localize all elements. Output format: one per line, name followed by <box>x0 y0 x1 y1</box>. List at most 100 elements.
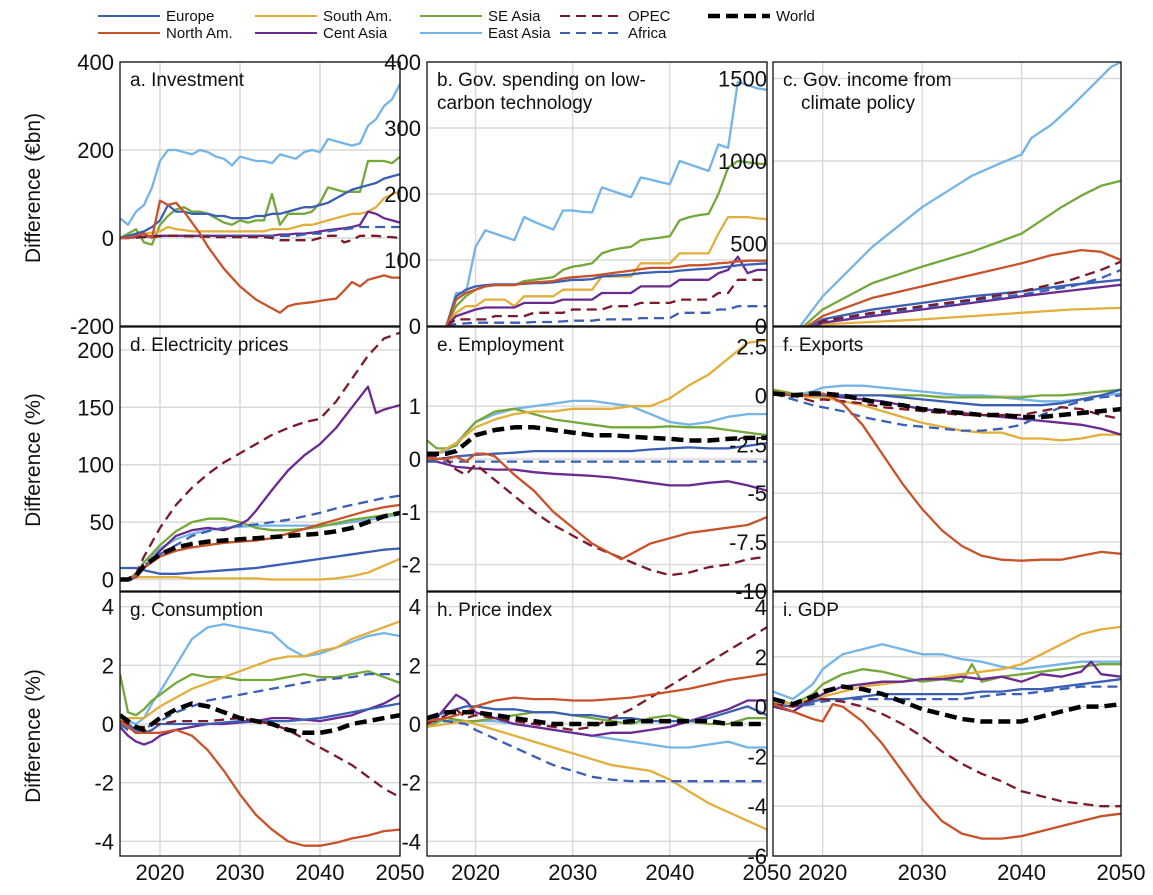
panel-g: -4 -2 0 2 4 2020 2030 2040 2050 g. Consumption <box>94 591 424 885</box>
y-tick-label: 4 <box>102 595 114 620</box>
series-line-north-am <box>120 503 400 581</box>
y-axis-labels: Difference (€bn) Difference (%) Differen… <box>22 113 45 803</box>
plot-frame <box>119 61 401 327</box>
series-line-north-am <box>445 259 767 326</box>
series-group <box>773 625 1121 840</box>
y-tick-label: 100 <box>77 453 114 478</box>
x-tick-label: 2040 <box>997 860 1046 885</box>
series-line-africa <box>446 305 767 326</box>
legend-item: North Am. <box>98 25 233 42</box>
series-group <box>773 384 1121 562</box>
series-line-cent-asia <box>427 457 767 492</box>
series-line-africa <box>427 719 767 783</box>
series-line-east-asia <box>798 62 1121 326</box>
series-line-opec <box>773 697 1121 808</box>
y-tick-label: 0 <box>755 695 767 720</box>
series-group <box>120 83 400 314</box>
series-line-africa <box>120 672 400 734</box>
panel-title: climate policy <box>801 93 916 114</box>
legend-item: OPEC <box>560 8 671 25</box>
x-tick-label: 2030 <box>216 860 265 885</box>
legend-item: East Asia <box>420 25 551 42</box>
y-tick-label: 400 <box>384 50 421 75</box>
ylabel-row2: Difference (%) <box>22 393 45 527</box>
series-line-se-asia <box>427 407 767 450</box>
series-line-world <box>427 710 767 727</box>
y-tick-labels: -10-7.5-5-2.502.5 <box>729 335 767 604</box>
panel-d: 0 50 100 150 200 d. Electricity prices <box>77 326 401 593</box>
series-line-cent-asia <box>427 693 767 737</box>
legend-label: North Am. <box>166 25 233 42</box>
y-tick-label: -5 <box>747 481 767 506</box>
y-tick-label: 2 <box>409 653 421 678</box>
y-tick-label: -2 <box>747 744 767 769</box>
y-tick-labels: -4 -2 0 2 4 <box>401 595 421 855</box>
panel-a: -200 0 200 400 a. Investment <box>70 50 401 339</box>
series-line-se-asia <box>120 155 400 246</box>
panel-title: e. Employment <box>437 335 564 356</box>
series-group <box>120 331 400 582</box>
series-line-opec <box>810 260 1121 326</box>
y-tick-label: 400 <box>77 50 114 75</box>
x-tick-labels: 2020 2030 2040 2050 <box>798 860 1145 885</box>
series-group <box>798 62 1121 326</box>
series-line-cent-asia <box>445 255 767 326</box>
series-line-north-am <box>805 248 1121 326</box>
legend-item: Africa <box>560 25 667 42</box>
y-tick-label: 1 <box>409 394 421 419</box>
series-line-east-asia <box>445 80 767 326</box>
legend-label: SE Asia <box>488 8 541 25</box>
series-line-world <box>773 684 1121 724</box>
series-line-north-am <box>427 672 767 723</box>
y-tick-labels: -200 0 200 400 <box>70 50 114 339</box>
y-tick-label: 50 <box>90 510 114 535</box>
series-line-europe <box>120 702 400 734</box>
y-tick-labels: -2 -1 0 1 <box>401 394 421 577</box>
panel-title: h. Price index <box>437 600 553 621</box>
plot-frame <box>772 61 1122 327</box>
series-line-south-am <box>815 306 1121 326</box>
y-tick-label: 4 <box>409 595 421 620</box>
x-tick-label: 2030 <box>548 860 597 885</box>
series-line-south-am <box>120 620 400 723</box>
legend-label: Cent Asia <box>323 25 388 42</box>
legend-item: Cent Asia <box>255 25 388 42</box>
x-tick-label: 2050 <box>743 860 792 885</box>
series-line-europe <box>773 388 1121 407</box>
series-line-south-am <box>773 625 1121 706</box>
series-line-se-asia <box>802 179 1121 326</box>
series-line-europe <box>427 442 767 461</box>
plot-frame <box>772 591 1122 857</box>
series-line-east-asia <box>773 643 1121 701</box>
panel-f: -10-7.5-5-2.502.5 f. Exports <box>729 326 1122 604</box>
y-tick-labels: -4 -2 0 2 4 <box>94 595 114 855</box>
series-line-africa <box>120 494 400 581</box>
y-tick-labels: -6 -4 -2 0 2 4 <box>747 595 767 869</box>
series-group <box>427 339 767 577</box>
series-line-opec <box>427 455 767 577</box>
series-line-south-am <box>427 719 767 831</box>
series-group <box>120 620 400 847</box>
y-tick-label: 0 <box>409 712 421 737</box>
x-tick-label: 2040 <box>296 860 345 885</box>
series-line-se-asia <box>427 711 767 728</box>
series-group <box>445 80 767 326</box>
grid <box>427 327 768 591</box>
series-line-south-am <box>120 190 400 240</box>
series-line-north-am <box>120 720 400 847</box>
series-line-opec <box>773 392 1121 421</box>
grid <box>773 327 1122 592</box>
series-line-south-am <box>773 390 1121 442</box>
y-tick-label: -2 <box>401 553 421 578</box>
series-line-east-asia <box>120 623 400 726</box>
series-line-se-asia <box>773 663 1121 706</box>
y-tick-label: -7.5 <box>729 530 767 555</box>
y-tick-label: 1500 <box>718 67 767 92</box>
y-tick-label: 200 <box>77 138 114 163</box>
series-line-europe <box>808 278 1121 326</box>
x-tick-label: 2050 <box>1097 860 1146 885</box>
series-line-cent-asia <box>120 385 400 581</box>
